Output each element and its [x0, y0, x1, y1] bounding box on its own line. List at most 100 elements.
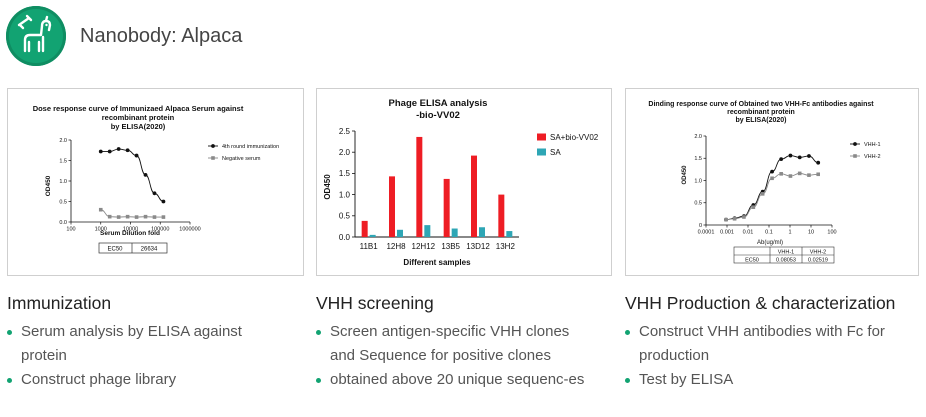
bar [443, 178, 450, 237]
data-point [134, 153, 139, 158]
data-point [807, 173, 811, 177]
bar [424, 225, 431, 237]
bar [361, 220, 368, 237]
bar [498, 194, 505, 237]
table-cell: EC50 [107, 247, 123, 253]
chart-title-line: Phage ELISA analysis [389, 98, 488, 109]
data-point [161, 199, 166, 204]
bar [369, 234, 376, 237]
series-line [726, 155, 819, 221]
legend-marker [853, 154, 857, 158]
legend-label: VHH-1 [864, 142, 881, 148]
chart-title-line: -bio-VV02 [416, 110, 460, 121]
chart-title-line: Dose response curve of Immunizaed Alpaca… [33, 104, 244, 113]
x-tick-label: 10000 [123, 227, 138, 233]
chart-title-line: by ELISA(2020) [736, 117, 787, 124]
x-tick-label: 12H12 [412, 242, 436, 251]
data-point [143, 214, 148, 219]
bar [397, 229, 403, 237]
legend-swatch [537, 133, 546, 141]
bar [416, 136, 423, 237]
data-point [816, 160, 821, 165]
vhh-fc-chart-card: Dinding response curve of Obtained two V… [625, 88, 919, 276]
section-title-vhh-screening: VHH screening [316, 293, 434, 313]
x-tick-label: 100000 [151, 227, 169, 233]
vhh-screening-bullet-list: Screen antigen-specific VHH clones and S… [316, 320, 594, 392]
immunization-bullet-list: Serum analysis by ELISA against protein … [7, 320, 267, 392]
phage-elisa-card: Phage ELISA analysis -bio-VV02 OD450 Dif… [316, 88, 612, 276]
x-tick-label: 13H2 [496, 242, 516, 251]
data-point [797, 171, 802, 176]
x-tick-label: 13B5 [441, 242, 460, 251]
x-axis-label: Different samples [403, 258, 471, 267]
list-item: Screen antigen-specific VHH clones and S… [316, 320, 594, 368]
data-point [770, 176, 774, 181]
y-tick-label: 1.5 [339, 169, 351, 178]
x-tick-label: 1000 [95, 227, 107, 233]
y-tick-label: 0.5 [339, 212, 351, 221]
y-tick-label: 0.0 [339, 233, 351, 242]
vhh-production-bullet-list: Construct VHH antibodies with Fc for pro… [625, 320, 915, 392]
data-point [143, 172, 148, 177]
list-item: Serum analysis by ELISA against protein [7, 320, 267, 368]
data-point [797, 155, 802, 160]
chart-title-line: recombinant protein [727, 109, 795, 116]
data-point [779, 157, 784, 162]
data-point [770, 169, 774, 174]
legend-label: Negative serum [222, 156, 261, 162]
y-tick-label: 1.0 [59, 179, 67, 185]
table-cell: EC50 [745, 258, 759, 264]
bar [389, 176, 395, 237]
table-cell: VHH-2 [810, 250, 827, 256]
data-point [788, 153, 793, 158]
data-point [134, 215, 139, 219]
legend-label: 4th round immunization [222, 144, 279, 150]
list-item: Test by ELISA [625, 368, 915, 392]
data-point [760, 192, 765, 196]
chart-title-line: recombinant protein [102, 113, 175, 122]
data-point [807, 154, 811, 158]
x-tick-label: 0.1 [765, 230, 773, 236]
data-point [107, 214, 112, 219]
data-point [152, 215, 157, 219]
x-tick-label: 100 [66, 227, 75, 233]
x-tick-label: 11B1 [360, 242, 379, 251]
x-tick-label: 1 [788, 230, 791, 236]
serum-dose-response-chart: Dose response curve of Immunizaed Alpaca… [33, 104, 279, 254]
table-cell: 0.08053 [776, 258, 796, 264]
series-line [726, 172, 819, 221]
x-tick-label: 13D12 [466, 242, 490, 251]
x-tick-label: 0.01 [743, 230, 754, 236]
legend-swatch [537, 148, 546, 156]
x-tick-label: 12H8 [386, 242, 406, 251]
legend-label: SA [550, 148, 561, 157]
y-axis-label: OD450 [45, 175, 52, 196]
bar [451, 228, 458, 237]
table-cell: 0.02519 [808, 258, 828, 264]
y-tick-label: 2.5 [339, 127, 351, 136]
y-tick-label: 0.5 [59, 199, 67, 205]
legend-marker [853, 142, 857, 146]
ec50-table: VHH-1 VHH-2 EC50 0.08053 0.02519 [733, 246, 835, 264]
data-point [125, 148, 130, 153]
list-item: Construct phage library [7, 368, 267, 392]
data-point [125, 214, 130, 219]
bar [471, 155, 477, 237]
data-point [816, 172, 820, 177]
data-point [98, 207, 103, 212]
list-item: obtained above 20 unique sequenc-es [316, 368, 594, 392]
data-point [724, 217, 728, 222]
y-tick-label: 2.0 [339, 148, 351, 157]
page-title: Nanobody: Alpaca [80, 24, 243, 47]
y-tick-label: 1.5 [694, 156, 702, 162]
y-tick-label: 1.5 [59, 158, 67, 164]
y-tick-label: 0.0 [59, 220, 67, 226]
data-point [742, 215, 746, 219]
legend-label: SA+bio-VV02 [550, 133, 599, 142]
data-point [788, 174, 793, 178]
x-tick-label: 100 [827, 230, 836, 236]
data-point [751, 205, 756, 209]
y-tick-label: 1.0 [339, 190, 351, 199]
data-point [779, 172, 783, 176]
chart-title-line: Dinding response curve of Obtained two V… [648, 101, 874, 108]
